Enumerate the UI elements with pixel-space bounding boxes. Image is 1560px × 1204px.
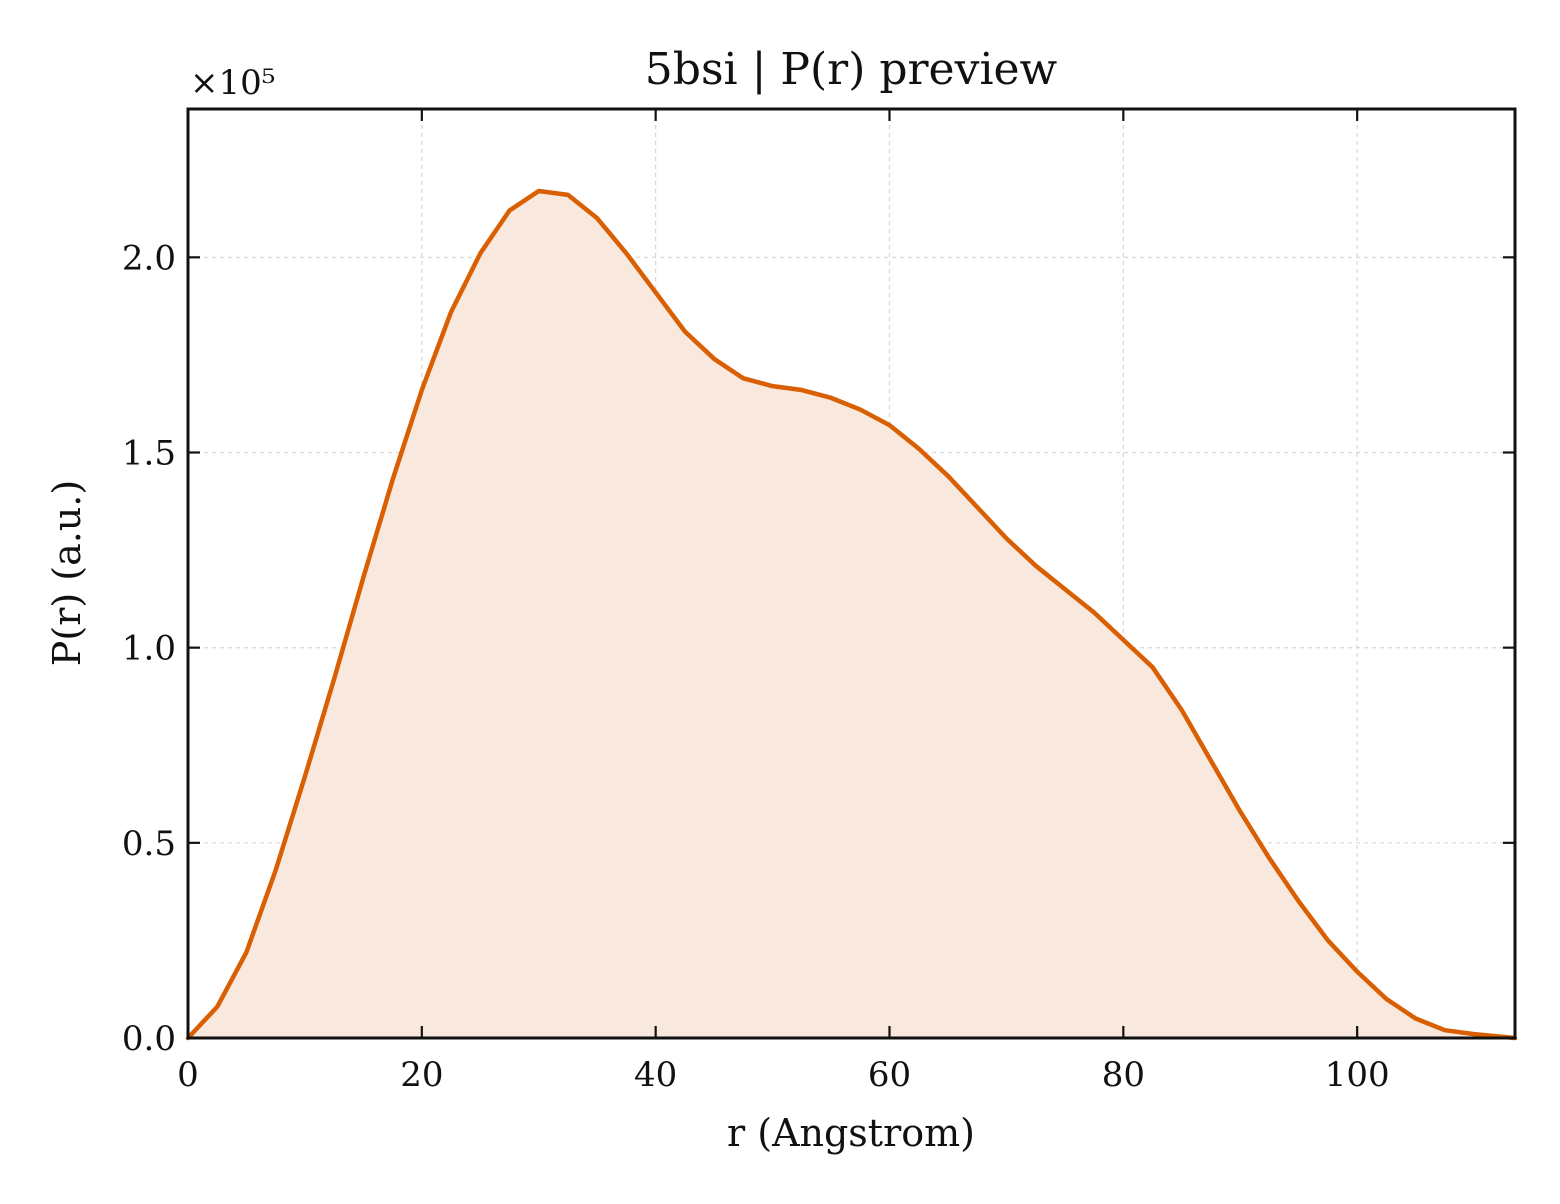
x-tick-label-1: 20	[400, 1055, 443, 1095]
y-axis-label: P(r) (a.u.)	[45, 480, 89, 666]
y-tick-label-4: 2.0	[122, 238, 176, 278]
x-tick-label-4: 80	[1102, 1055, 1145, 1095]
y-tick-label-2: 1.0	[122, 629, 176, 669]
area-fill	[188, 190, 1515, 1039]
series-line	[185, 188, 1518, 1041]
plot-frame	[186, 107, 1517, 1040]
y-tick-label-1: 0.5	[122, 824, 176, 864]
y-tick-label-3: 1.5	[122, 433, 176, 473]
y-tick-label-0: 0.0	[122, 1019, 176, 1059]
x-tick-label-2: 40	[634, 1055, 677, 1095]
chart-title: 5bsi | P(r) preview	[645, 44, 1058, 95]
y-offset-label: ×10⁵	[190, 63, 275, 103]
ticks-layer	[186, 109, 1515, 1040]
x-tick-label-3: 60	[868, 1055, 911, 1095]
x-tick-label-0: 0	[177, 1055, 199, 1095]
x-tick-label-5: 100	[1325, 1055, 1390, 1095]
x-axis-label: r (Angstrom)	[727, 1111, 975, 1155]
tick-labels-layer: 0 20 40 60 80 100 0.0 0.5 1.0 1.5 2.0	[122, 238, 1390, 1095]
